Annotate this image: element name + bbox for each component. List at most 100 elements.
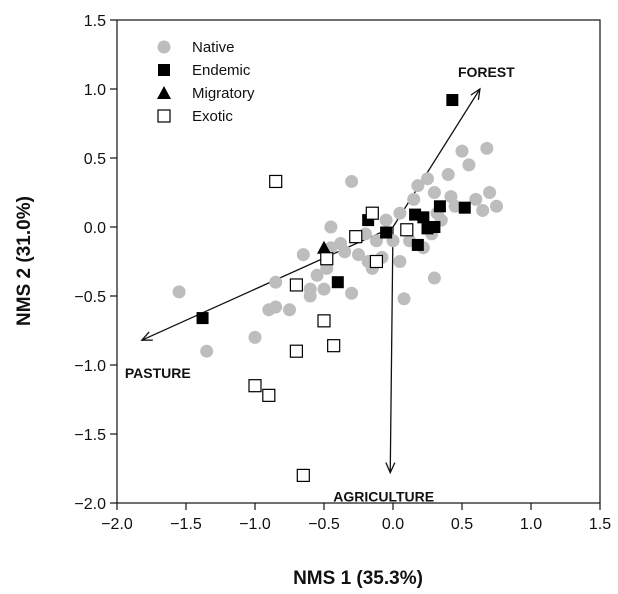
- vector-label: FOREST: [458, 64, 515, 80]
- native-point: [345, 174, 359, 188]
- y-tick-label: 0.0: [84, 220, 106, 237]
- series-endemic: [196, 94, 471, 325]
- native-point: [462, 158, 476, 172]
- native-point: [338, 245, 352, 259]
- native-point: [369, 234, 383, 248]
- series-exotic: [248, 174, 414, 482]
- legend-marker-migratory: [157, 86, 171, 99]
- x-tick-label: −1.0: [239, 516, 271, 533]
- x-tick-label: 0.0: [382, 516, 404, 533]
- legend-label-exotic: Exotic: [192, 108, 233, 125]
- exotic-point: [349, 230, 363, 244]
- native-point: [324, 220, 338, 234]
- series-migratory: [317, 240, 331, 254]
- native-point: [393, 255, 407, 268]
- vector-line: [141, 226, 394, 341]
- native-point: [397, 292, 411, 306]
- endemic-point: [433, 200, 446, 213]
- exotic-point: [289, 278, 303, 292]
- legend-label-endemic: Endemic: [192, 62, 251, 79]
- native-point: [317, 282, 331, 296]
- exotic-point: [262, 388, 276, 402]
- endemic-point: [458, 201, 471, 214]
- x-tick-label: −1.5: [170, 516, 202, 533]
- y-tick-label: 0.5: [84, 151, 106, 168]
- endemic-point: [196, 312, 209, 325]
- environmental-vectors: FOREST PASTURE AGRICULTURE: [125, 64, 515, 505]
- native-point: [379, 213, 393, 227]
- native-point: [296, 248, 310, 262]
- vector-label: PASTURE: [125, 365, 191, 381]
- x-axis-title: NMS 1 (35.3%): [293, 568, 423, 589]
- vector-line: [392, 88, 481, 228]
- exotic-point: [269, 174, 283, 189]
- native-point: [393, 206, 407, 220]
- endemic-point: [428, 221, 441, 233]
- endemic-point: [331, 276, 344, 289]
- legend: Native Endemic Migratory Exotic: [157, 39, 255, 125]
- vector-arrowhead: [470, 87, 481, 100]
- native-point: [310, 268, 324, 282]
- native-point: [411, 179, 425, 193]
- plot-frame: [116, 19, 601, 504]
- exotic-point: [400, 223, 414, 237]
- exotic-point: [248, 379, 262, 393]
- x-tick-label: 1.5: [589, 516, 611, 533]
- legend-label-native: Native: [192, 39, 235, 56]
- exotic-point: [320, 252, 334, 266]
- y-tick-label: 1.0: [84, 82, 106, 99]
- native-point: [269, 300, 283, 314]
- native-point: [421, 172, 434, 186]
- y-tick-label: −0.5: [74, 289, 106, 306]
- native-point: [455, 144, 469, 158]
- endemic-point: [380, 226, 393, 239]
- endemic-point: [446, 94, 459, 107]
- y-axis-title: NMS 2 (31.0%): [14, 196, 35, 326]
- legend-marker-native: [157, 40, 171, 54]
- native-point: [490, 199, 503, 213]
- x-tick-label: −2.0: [101, 516, 133, 533]
- axis-ticks: −2.0 −1.5 −1.0 −0.5 0.0 0.5 1.0 1.5 −2.0 −1.5 −1.0…: [74, 13, 611, 533]
- native-point: [352, 248, 365, 262]
- x-tick-label: −0.5: [308, 516, 340, 533]
- native-point: [483, 186, 497, 199]
- migratory-point: [317, 240, 331, 254]
- exotic-point: [369, 254, 384, 269]
- exotic-point: [365, 206, 379, 220]
- legend-marker-exotic: [157, 109, 171, 123]
- endemic-point: [411, 238, 424, 251]
- native-point: [476, 203, 490, 217]
- y-tick-label: −2.0: [74, 496, 106, 513]
- vector-label: AGRICULTURE: [333, 489, 434, 505]
- native-point: [441, 168, 455, 182]
- native-point: [248, 330, 262, 344]
- native-point: [172, 285, 186, 299]
- native-point: [269, 275, 283, 289]
- y-tick-label: −1.0: [74, 358, 106, 375]
- y-tick-label: 1.5: [84, 13, 106, 30]
- vector-arrowhead: [140, 331, 153, 341]
- x-tick-label: 1.0: [520, 516, 542, 533]
- y-tick-label: −1.5: [74, 427, 106, 444]
- endemic-point: [417, 211, 430, 224]
- legend-marker-endemic: [158, 64, 170, 76]
- native-point: [427, 186, 441, 199]
- native-point: [200, 344, 214, 358]
- vector-arrowhead: [385, 462, 396, 475]
- native-point: [345, 286, 359, 300]
- series-native: [172, 141, 503, 358]
- native-point: [480, 141, 494, 155]
- native-point: [407, 192, 421, 206]
- vector-line: [389, 226, 394, 473]
- native-point: [303, 289, 317, 303]
- legend-label-migratory: Migratory: [192, 85, 255, 102]
- native-point: [427, 271, 441, 285]
- exotic-point: [296, 468, 310, 482]
- native-point: [448, 199, 462, 213]
- exotic-point: [327, 339, 341, 353]
- exotic-point: [317, 314, 331, 328]
- native-point: [283, 303, 296, 317]
- native-point: [469, 192, 483, 206]
- x-tick-label: 0.5: [451, 516, 473, 533]
